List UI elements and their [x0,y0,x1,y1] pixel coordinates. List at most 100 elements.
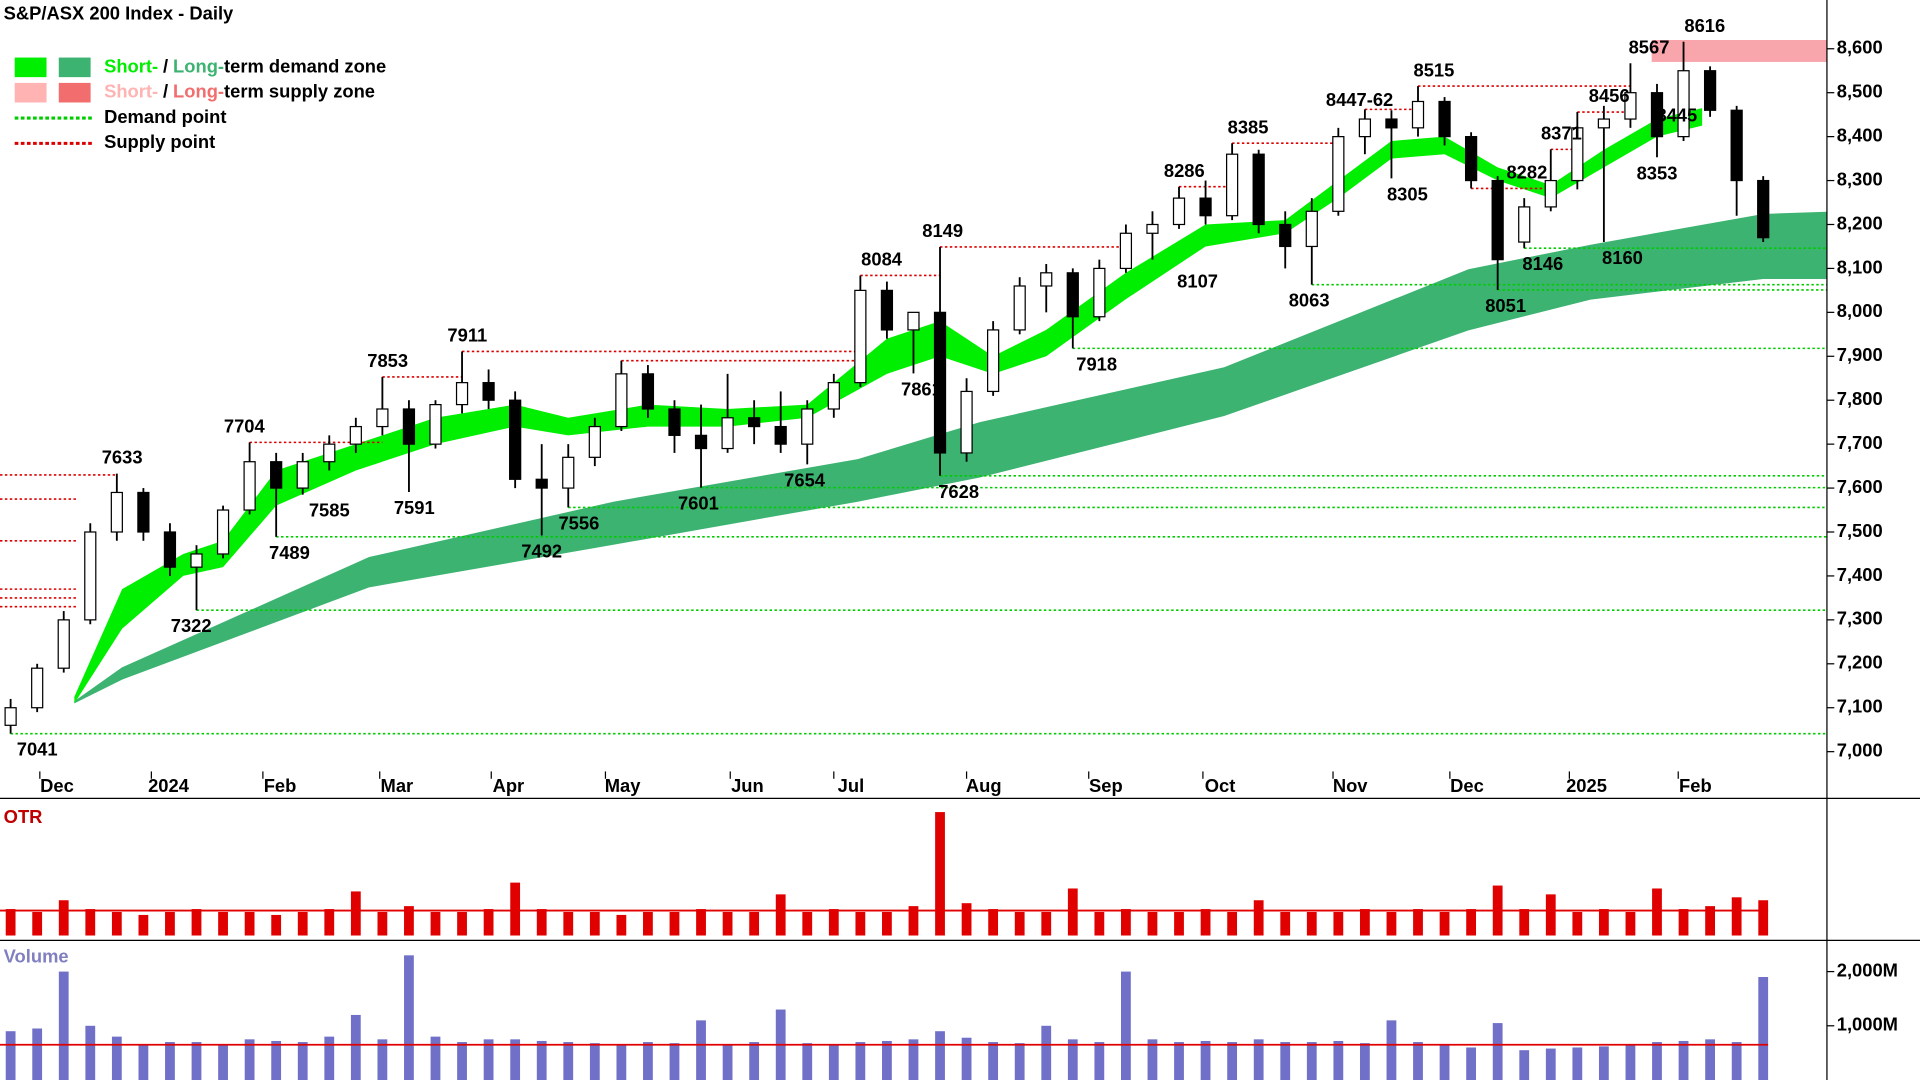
annotation: 7633 [102,447,143,468]
candle-body [668,408,681,436]
candle-body [4,707,17,726]
candle-body [1332,136,1345,212]
candle-body [1730,109,1743,182]
panel-bar [218,1044,228,1080]
candle-body [748,417,761,428]
candle-body [1624,92,1637,120]
annotation: 8385 [1228,116,1269,137]
panel-bar [191,1042,202,1080]
panel-bar [510,882,521,936]
y-tick-label: 7,500 [1837,520,1883,541]
legend-part: term supply zone [224,81,375,102]
panel-bar [377,1039,388,1080]
candle-body [1225,153,1239,217]
annotation: 8282 [1506,162,1547,183]
panel-bar [1359,1043,1370,1080]
panel-bar [1572,912,1583,936]
panel-bar [1067,1039,1078,1080]
candle-body [1066,272,1079,318]
panel-bar [297,1042,308,1080]
legend-part: / [163,81,168,102]
panel-bar [1731,897,1742,936]
panel-bar [802,1043,813,1080]
panel-bar [457,1042,467,1080]
panel-bar [1014,912,1025,936]
panel-bar [1758,900,1769,936]
candle-body [1172,197,1186,226]
panel-bar [1466,909,1477,936]
panel-bar [643,1042,653,1080]
candle-body [1650,92,1664,138]
candle-body [641,373,655,410]
annotation: 8616 [1684,15,1725,36]
legend-swatch [14,57,47,78]
panel-bar [1625,1044,1636,1080]
candle-body [774,425,787,445]
panel-bar [1147,912,1158,936]
panels: OTR Volume [0,806,1769,1080]
candle-body [270,461,283,489]
x-tick-label: Feb [1679,775,1712,796]
panel-bar [882,912,892,936]
annotation: 8149 [922,220,963,241]
panel-bar [1280,912,1291,936]
panel-bar [377,912,388,936]
candle-body [482,382,495,401]
panel-bar [961,1037,972,1080]
panel-bar [85,1025,96,1080]
panel-bar [669,1043,680,1080]
panel-bar [882,1040,892,1080]
panel-bar [324,1036,335,1080]
panel-bar [855,1042,866,1080]
labels: 7041 7633 7322 7704 7489 7585 7853 7591 7911 7492… [17,15,1725,760]
candle-body [1518,206,1531,243]
panel-bar [1598,1046,1609,1080]
annotation: 7918 [1076,353,1117,374]
panel-bar [85,909,96,936]
supply-zone [1651,39,1827,62]
candle-body [1438,100,1451,138]
x-tick-label: 2024 [148,775,190,796]
y-tick-label: 7,900 [1837,344,1883,365]
candle-body [1040,272,1053,287]
y-tick-label: 8,600 [1837,37,1883,58]
panel-bar [1758,977,1769,1080]
panel-bar [1413,909,1423,936]
candle-body [933,311,947,454]
panel-bar [1174,1042,1184,1080]
panel-bar [138,914,149,936]
panel-bar [138,1044,149,1080]
panel-bar [1545,894,1556,936]
panel-bar [457,912,467,936]
annotation: 8160 [1602,247,1643,268]
annotation: 7556 [558,512,599,533]
panel-bar [749,1042,760,1080]
annotation: 7492 [521,541,562,562]
panel-bar [430,1036,441,1080]
candle-body [1385,118,1398,129]
panel-bar [430,912,441,936]
x-tick-label: Nov [1333,775,1368,796]
candle-body [1757,179,1770,239]
panel-bar [1200,1040,1211,1080]
annotation: 7041 [17,739,58,760]
annotation: 7489 [269,542,310,563]
panel-bar [961,903,972,936]
y-tick-label: 8,500 [1837,81,1883,102]
panel-bar [1705,906,1715,936]
candle-body [694,434,708,450]
panel-bar [1359,909,1370,936]
chart-title: S&P/ASX 200 Index - Daily [4,3,234,24]
candle-body [216,509,230,555]
y-tick-label: 8,000 [1837,300,1883,321]
candle-body [1093,267,1106,318]
candle-body [1305,210,1318,248]
panel-bar [589,1043,600,1080]
candle-body [376,408,389,428]
panel-bar [271,1040,282,1080]
x-tick-label: Oct [1205,775,1236,796]
panel-bar [988,1042,999,1080]
panel-bar [1200,909,1211,936]
x-tick-label: Feb [264,775,297,796]
y-tick-label: 7,300 [1837,608,1883,629]
